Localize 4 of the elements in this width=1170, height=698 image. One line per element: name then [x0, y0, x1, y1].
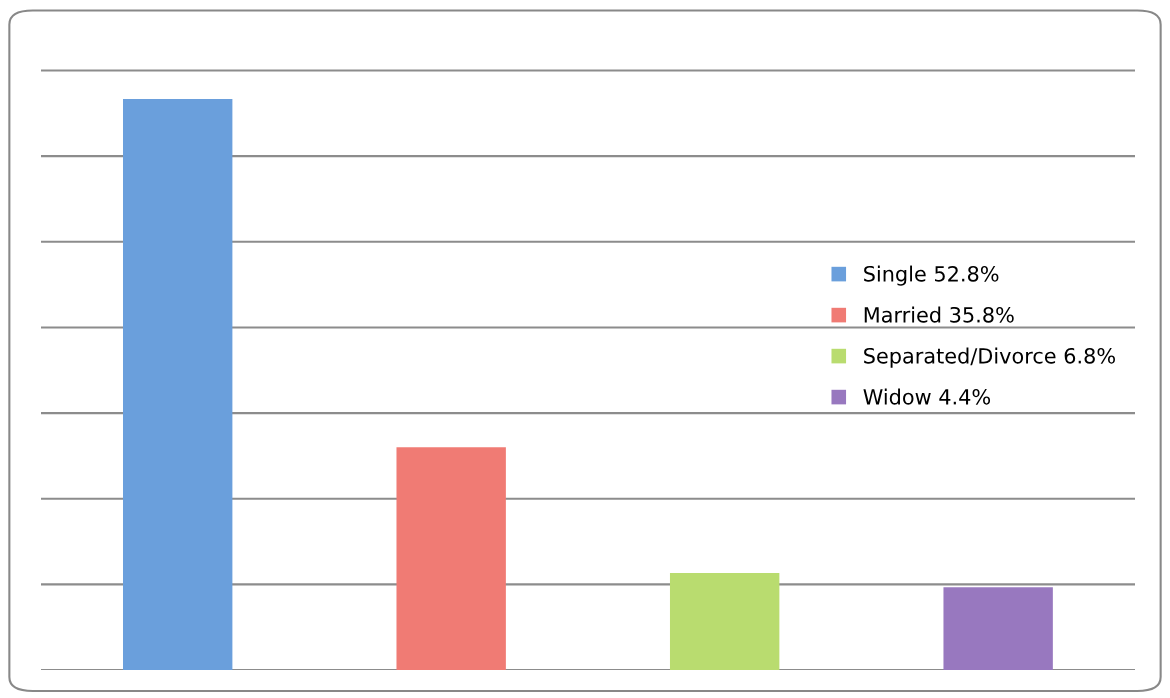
legend-label: Married 35.8%: [864, 306, 1014, 323]
legend-label: Separated/Divorce 6.8%: [864, 347, 1115, 368]
legend-label: Single 52.8%: [864, 265, 999, 286]
legend-label: Widow 4.4%: [863, 388, 991, 405]
